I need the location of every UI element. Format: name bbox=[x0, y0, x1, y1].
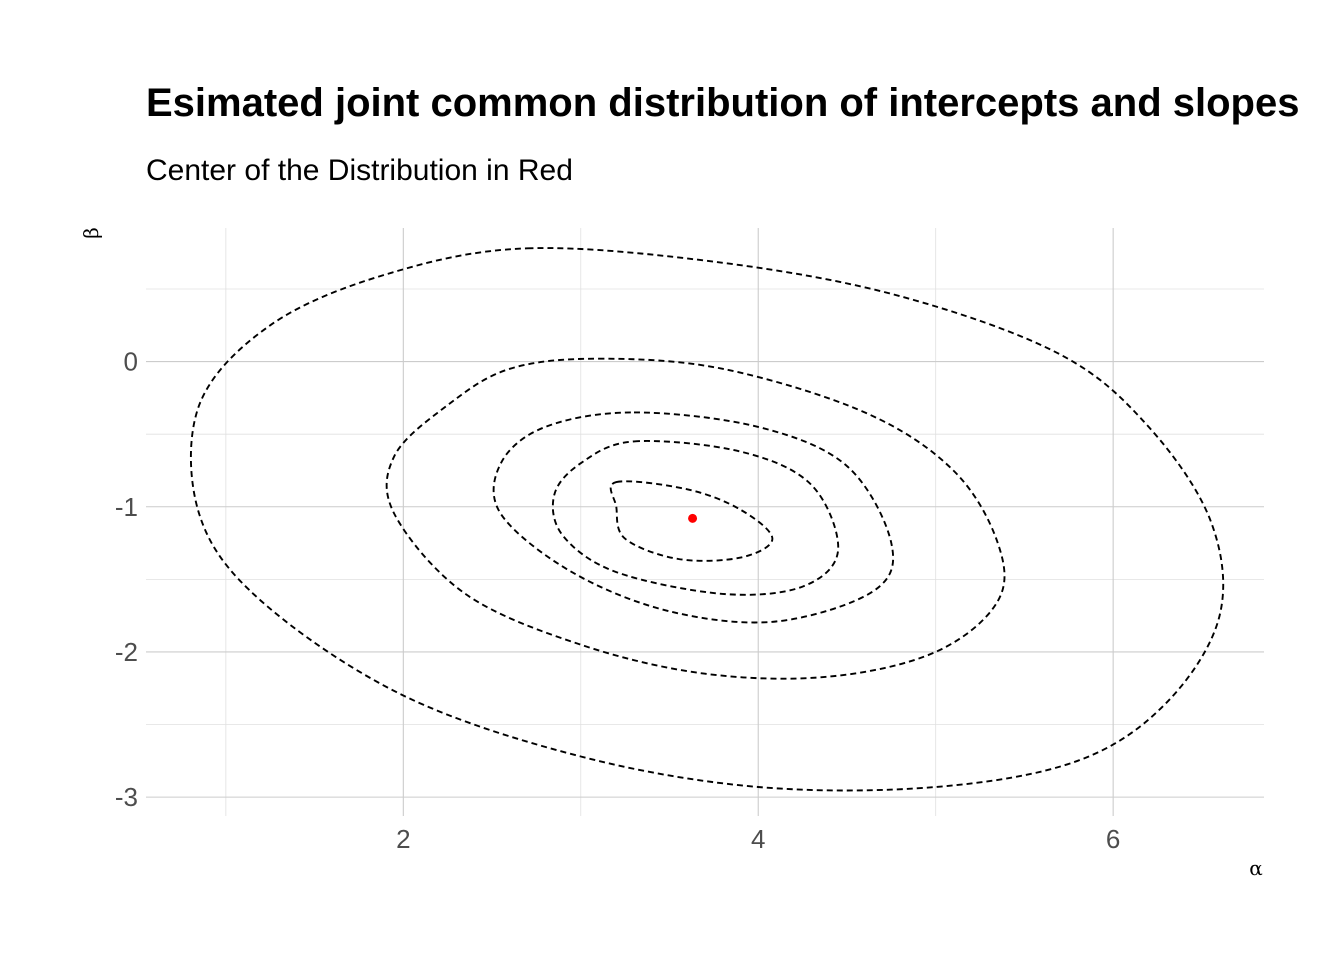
x-tick-label: 6 bbox=[1106, 824, 1120, 854]
contour-line bbox=[492, 411, 895, 624]
center-marker-group bbox=[688, 513, 698, 523]
center-point bbox=[688, 513, 698, 523]
grid-lines bbox=[146, 228, 1264, 816]
chart-subtitle: Center of the Distribution in Red bbox=[146, 154, 573, 187]
contour-lines bbox=[189, 247, 1225, 792]
contour-line bbox=[551, 440, 840, 596]
x-axis-label: α bbox=[1249, 856, 1263, 880]
y-tick-label: 0 bbox=[124, 347, 138, 377]
x-axis-ticks: 2 4 6 bbox=[396, 824, 1120, 854]
y-axis-label: β bbox=[79, 227, 103, 239]
y-axis-ticks: 0 -1 -2 -3 bbox=[115, 347, 138, 813]
y-tick-label: -3 bbox=[115, 782, 138, 812]
y-tick-label: -2 bbox=[115, 637, 138, 667]
y-tick-label: -1 bbox=[115, 492, 138, 522]
contour-line bbox=[189, 247, 1225, 792]
x-tick-label: 2 bbox=[396, 824, 410, 854]
chart-title: Esimated joint common distribution of in… bbox=[146, 81, 1299, 125]
contour-line bbox=[609, 480, 774, 562]
x-tick-label: 4 bbox=[751, 824, 765, 854]
